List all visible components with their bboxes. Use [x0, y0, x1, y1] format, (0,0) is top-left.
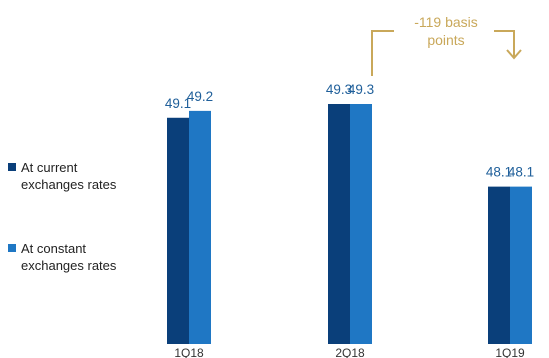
bar-1q18-current	[167, 117, 189, 344]
category-label-1q19: 1Q19	[495, 346, 525, 358]
value-label-2q18-constant: 49.3	[348, 82, 374, 97]
legend: At current exchanges rates At constant exch…	[8, 160, 117, 273]
legend-label-line: At constant	[21, 241, 86, 256]
value-label-1q18-current: 49.1	[165, 96, 191, 111]
annotation-bracket-right	[494, 30, 515, 57]
legend-label-line: exchanges rates	[21, 258, 117, 273]
bar-2q18-constant	[350, 104, 372, 344]
bar-2q18-current	[328, 104, 350, 344]
value-labels-group: 49.149.2 49.349.3 48.148.1	[165, 82, 534, 180]
bar-1q18-constant	[189, 110, 211, 344]
value-label-1q19-constant: 48.1	[508, 165, 534, 180]
value-label-1q19-current: 48.1	[486, 165, 512, 180]
legend-label-line: exchanges rates	[21, 177, 117, 192]
legend-swatch	[8, 163, 16, 171]
annotation-text-line: points	[427, 32, 464, 48]
category-label-1q18: 1Q18	[174, 346, 204, 358]
legend-swatch	[8, 244, 16, 252]
category-labels-group: 1Q18 2Q18 1Q19	[174, 346, 525, 358]
legend-item-current: At current exchanges rates	[8, 160, 117, 192]
value-label-1q18-constant: 49.2	[187, 89, 213, 104]
legend-item-constant: At constant exchanges rates	[8, 241, 117, 273]
annotation-bracket-left	[371, 30, 394, 76]
down-arrow-icon	[506, 49, 522, 60]
bar-1q19-constant	[510, 186, 532, 344]
annotation-text-line: -119 basis	[414, 14, 478, 30]
value-label-2q18-current: 49.3	[326, 82, 352, 97]
legend-label-line: At current	[21, 160, 78, 175]
bar-1q19-current	[488, 186, 510, 344]
category-label-2q18: 2Q18	[335, 346, 365, 358]
bars-group	[167, 104, 532, 344]
basis-points-annotation: -119 basis points	[371, 14, 522, 76]
